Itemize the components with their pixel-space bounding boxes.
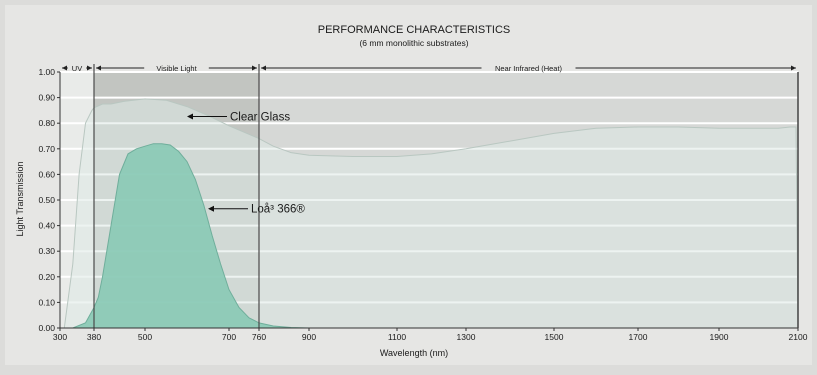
annotation-arrowhead-0 <box>187 113 193 120</box>
series-group <box>63 98 799 329</box>
x-tick-label-2: 500 <box>138 332 152 342</box>
region-arrowhead-left-0 <box>62 65 67 71</box>
y-tick-label-7: 0.70 <box>38 144 55 154</box>
x-tick-label-6: 1100 <box>388 332 407 342</box>
y-tick-label-10: 1.00 <box>38 67 55 77</box>
annotation-label-0: Clear Glass <box>230 112 290 124</box>
x-tick-label-9: 1700 <box>629 332 648 342</box>
x-tick-label-10: 1900 <box>710 332 729 342</box>
y-axis-label: Light Transmission <box>15 161 25 236</box>
annotations: Clear Glass Loå³ 366® <box>187 112 305 216</box>
x-tick-label-4: 760 <box>252 332 266 342</box>
y-tick-label-4: 0.40 <box>38 221 55 231</box>
region-arrowhead-left-2 <box>261 65 266 71</box>
region-arrowhead-right-1 <box>252 65 257 71</box>
y-tick-label-6: 0.60 <box>38 169 55 179</box>
x-tick-label-1: 380 <box>87 332 101 342</box>
y-tick-label-1: 0.10 <box>38 297 55 307</box>
x-tick-label-3: 700 <box>222 332 236 342</box>
region-label-1: Visible Light <box>156 64 197 73</box>
region-label-2: Near Infrared (Heat) <box>495 64 563 73</box>
y-tick-label-2: 0.20 <box>38 272 55 282</box>
x-tick-label-11: 2100 <box>789 332 808 342</box>
axes: 0.00 0.10 0.20 0.30 0.40 0.50 0.60 0.70 0.80 0.90… <box>38 67 807 342</box>
region-label-0: UV <box>72 64 82 73</box>
series-area-0 <box>63 98 799 329</box>
y-tick-label-0: 0.00 <box>38 323 55 333</box>
x-tick-label-8: 1500 <box>545 332 564 342</box>
region-arrowhead-left-1 <box>96 65 101 71</box>
region-dividers: UV Visible Light Near Infrared (Heat) <box>62 64 796 328</box>
region-arrowhead-right-2 <box>791 65 796 71</box>
region-arrowhead-right-0 <box>87 65 92 71</box>
x-tick-label-5: 900 <box>302 332 316 342</box>
x-tick-label-0: 300 <box>53 332 67 342</box>
x-tick-label-7: 1300 <box>457 332 476 342</box>
y-tick-label-8: 0.80 <box>38 118 55 128</box>
y-tick-label-9: 0.90 <box>38 93 55 103</box>
y-tick-label-5: 0.50 <box>38 195 55 205</box>
chart-subtitle: (6 mm monolithic substrates) <box>359 38 468 48</box>
y-tick-label-3: 0.30 <box>38 246 55 256</box>
x-axis-label: Wavelength (nm) <box>380 348 448 358</box>
chart-title: PERFORMANCE CHARACTERISTICS <box>318 24 511 36</box>
annotation-label-1: Loå³ 366® <box>251 204 305 216</box>
series-area-1 <box>72 143 331 329</box>
annotation-arrowhead-1 <box>208 205 214 212</box>
